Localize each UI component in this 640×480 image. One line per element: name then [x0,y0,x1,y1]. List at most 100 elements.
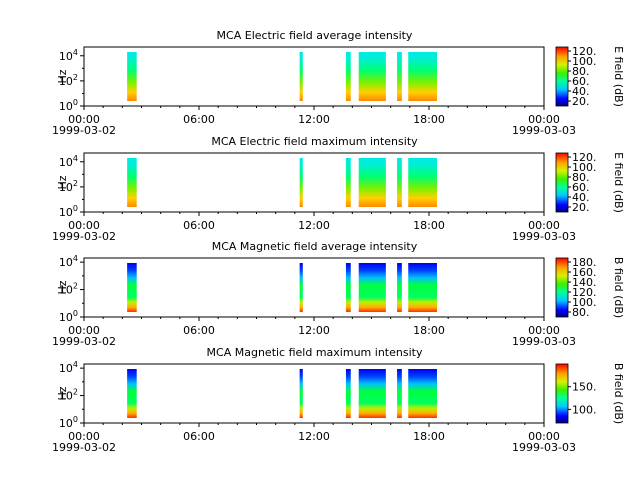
colorbar-tick-label: 120. [572,286,597,299]
colorbar-tick-label: 80. [572,171,590,184]
spectrogram-block-4 [358,369,386,418]
colorbar-tick-label: 100. [572,403,597,416]
chart-panel-3: MCA Magnetic field average intensity 00:0… [52,240,625,348]
spectrogram-block-2 [299,158,303,207]
y-tick-label: 104 [59,360,78,375]
y-tick-label: 100 [59,204,78,219]
x-tick-label: 00:00 [68,219,100,232]
spectrogram-block-4 [358,263,386,312]
chart-panel-2: MCA Electric field maximum intensity 00:0… [52,135,625,243]
colorbar-label: E field (dB) [612,46,625,107]
y-tick-label: 104 [59,254,78,269]
x-date-label: 1999-03-03 [512,230,576,243]
x-tick-label: 06:00 [183,219,215,232]
colorbar-tick-label: 40. [572,85,590,98]
colorbar-tick-label: 80. [572,306,590,319]
colorbar [555,257,569,318]
colorbar-tick-label: 40. [572,191,590,204]
spectrogram-block-1 [127,263,137,312]
colorbar-tick-label: 100. [572,296,597,309]
y-axis-label: Hz [56,175,69,189]
x-tick-label: 18:00 [413,113,445,126]
colorbar-tick-label: 80. [572,65,590,78]
chart-panel-4: MCA Magnetic field maximum intensity 00:0… [52,346,625,454]
spectrogram-block-6 [408,263,437,312]
y-tick-label: 104 [59,48,78,63]
y-axis-label: Hz [56,386,69,400]
y-axis-label: Hz [56,280,69,294]
x-tick-label: 00:00 [68,430,100,443]
chart-title: MCA Magnetic field maximum intensity [207,346,423,359]
colorbar [555,46,569,107]
x-tick-label: 00:00 [528,430,560,443]
x-tick-label: 18:00 [413,324,445,337]
chart-title: MCA Magnetic field average intensity [212,240,418,253]
x-tick-label: 00:00 [528,219,560,232]
colorbar-tick-label: 160. [572,266,597,279]
y-tick-label: 102 [59,388,78,403]
y-axis-label: Hz [56,69,69,83]
spectrogram-block-4 [358,158,386,207]
x-tick-label: 18:00 [413,430,445,443]
x-tick-label: 18:00 [413,219,445,232]
spectrogram-block-1 [127,158,137,207]
plot-frame [83,363,545,424]
plot-frame [83,257,545,318]
spectrogram-block-5 [397,158,402,207]
colorbar-tick-label: 100. [572,55,597,68]
colorbar-label: B field (dB) [612,257,625,318]
y-tick-label: 102 [59,73,78,88]
spectrogram-block-6 [408,52,437,101]
colorbar [555,363,569,424]
spectrogram-block-6 [408,369,437,418]
x-date-label: 1999-03-03 [512,441,576,454]
x-tick-label: 12:00 [298,430,330,443]
colorbar-tick-label: 120. [572,45,597,58]
x-tick-label: 12:00 [298,113,330,126]
spectrogram-block-1 [127,52,137,101]
spectrogram-block-3 [345,158,351,207]
colorbar-tick-label: 100. [572,161,597,174]
y-tick-label: 102 [59,282,78,297]
plot-frame [83,152,545,213]
y-tick-label: 104 [59,154,78,169]
chart-title: MCA Electric field maximum intensity [211,135,418,148]
x-date-label: 1999-03-02 [52,124,116,137]
spectrogram-block-5 [397,263,402,312]
x-tick-label: 00:00 [68,324,100,337]
x-tick-label: 00:00 [68,113,100,126]
x-tick-label: 06:00 [183,324,215,337]
spectrogram-block-3 [345,52,351,101]
colorbar-label: E field (dB) [612,152,625,213]
colorbar-tick-label: 60. [572,181,590,194]
x-date-label: 1999-03-03 [512,335,576,348]
chart-panel-1: MCA Electric field average intensity 00:0… [52,29,625,137]
spectrogram-block-3 [345,263,351,312]
x-date-label: 1999-03-02 [52,335,116,348]
spectrogram-block-5 [397,369,402,418]
colorbar-tick-label: 120. [572,151,597,164]
colorbar-label: B field (dB) [612,363,625,424]
x-tick-label: 06:00 [183,430,215,443]
x-tick-label: 00:00 [528,324,560,337]
y-tick-label: 100 [59,415,78,430]
x-tick-label: 12:00 [298,324,330,337]
spectrogram-block-2 [299,52,303,101]
colorbar-tick-label: 20. [572,95,590,108]
plot-frame [83,46,545,107]
y-tick-label: 102 [59,179,78,194]
colorbar-tick-label: 60. [572,75,590,88]
spectrogram-block-3 [345,369,351,418]
colorbar-tick-label: 180. [572,256,597,269]
spectrogram-block-2 [299,369,303,418]
y-tick-label: 100 [59,309,78,324]
x-date-label: 1999-03-02 [52,441,116,454]
colorbar-tick-label: 140. [572,276,597,289]
x-tick-label: 12:00 [298,219,330,232]
colorbar-tick-label: 150. [572,381,597,394]
spectrogram-block-4 [358,52,386,101]
colorbar [555,152,569,213]
spectrogram-block-2 [299,263,303,312]
x-tick-label: 00:00 [528,113,560,126]
